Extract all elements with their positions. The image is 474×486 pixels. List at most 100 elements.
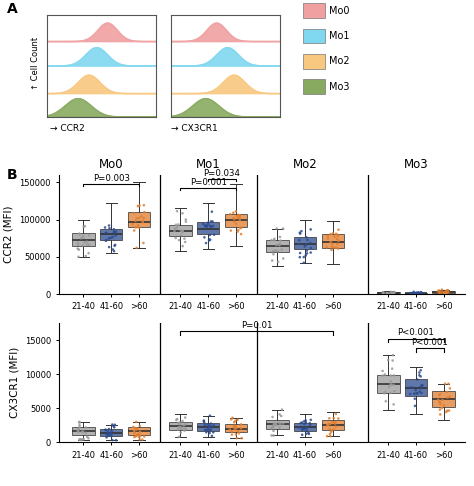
Point <box>206 412 214 419</box>
Point <box>178 425 186 433</box>
Point <box>381 370 389 378</box>
Point <box>235 429 243 437</box>
Point <box>388 365 396 373</box>
Point <box>391 289 398 296</box>
Point <box>137 433 144 440</box>
Point <box>301 425 309 433</box>
Point <box>109 422 117 430</box>
Point <box>379 290 387 298</box>
Point <box>412 386 419 394</box>
Point <box>177 423 184 431</box>
Point <box>137 212 145 220</box>
Point <box>206 236 214 243</box>
Point <box>411 395 419 402</box>
Point <box>271 247 279 255</box>
Point <box>78 428 86 436</box>
Point <box>79 242 87 249</box>
Point <box>279 225 287 232</box>
Point <box>437 400 444 408</box>
Point <box>418 389 425 397</box>
Point <box>133 426 140 434</box>
Point <box>306 419 314 427</box>
Point <box>82 424 90 432</box>
Point <box>307 244 315 252</box>
Text: Mo1: Mo1 <box>329 31 350 41</box>
Point <box>81 239 89 246</box>
Point <box>201 421 209 429</box>
Point <box>110 226 118 233</box>
Point <box>390 400 397 408</box>
Point <box>129 423 137 431</box>
Point <box>108 430 115 438</box>
Point <box>134 430 142 438</box>
Point <box>441 289 448 297</box>
Point <box>175 423 183 431</box>
Point <box>326 430 334 438</box>
Point <box>334 232 342 240</box>
Point <box>171 225 179 233</box>
Text: Mo3: Mo3 <box>329 82 350 91</box>
Point <box>439 288 447 296</box>
Point <box>202 428 210 436</box>
Point <box>273 247 280 255</box>
Point <box>173 225 180 232</box>
Point <box>75 246 82 254</box>
Point <box>385 383 393 391</box>
Point <box>180 421 187 429</box>
Point <box>134 221 142 229</box>
Point <box>83 433 91 441</box>
Point <box>418 289 426 297</box>
PathPatch shape <box>72 233 95 245</box>
PathPatch shape <box>266 420 289 429</box>
Point <box>299 418 306 426</box>
Point <box>200 417 208 425</box>
PathPatch shape <box>294 422 317 431</box>
PathPatch shape <box>266 241 289 252</box>
Point <box>270 422 278 430</box>
Point <box>103 229 110 237</box>
PathPatch shape <box>225 214 247 227</box>
Point <box>442 289 450 297</box>
Point <box>445 288 452 296</box>
Point <box>106 225 113 232</box>
Point <box>226 210 234 218</box>
Point <box>379 289 387 296</box>
Point <box>417 384 425 392</box>
Point <box>410 289 417 296</box>
Point <box>201 223 209 230</box>
Text: → CCR2: → CCR2 <box>50 124 84 133</box>
Point <box>206 231 214 239</box>
Point <box>132 433 139 440</box>
Point <box>178 227 185 235</box>
Point <box>330 426 338 434</box>
Point <box>205 237 213 244</box>
Point <box>136 202 143 209</box>
Point <box>410 390 418 398</box>
Point <box>269 423 277 431</box>
Point <box>230 418 238 426</box>
Point <box>204 420 211 428</box>
Point <box>75 418 83 426</box>
PathPatch shape <box>100 429 122 436</box>
Point <box>105 222 113 229</box>
Point <box>106 430 113 438</box>
Point <box>227 226 235 234</box>
Point <box>333 235 341 243</box>
Text: P=0.01: P=0.01 <box>241 321 273 330</box>
Text: B: B <box>7 168 18 182</box>
PathPatch shape <box>322 235 344 248</box>
Point <box>110 229 118 237</box>
Point <box>103 434 110 441</box>
Point <box>226 426 234 434</box>
Point <box>328 240 336 248</box>
Point <box>383 290 391 297</box>
Point <box>201 418 208 426</box>
Point <box>179 227 187 235</box>
Point <box>269 247 277 255</box>
Point <box>234 427 242 435</box>
Point <box>134 202 142 210</box>
Point <box>296 229 304 237</box>
Point <box>445 380 452 388</box>
Point <box>136 435 144 443</box>
Point <box>138 435 146 443</box>
